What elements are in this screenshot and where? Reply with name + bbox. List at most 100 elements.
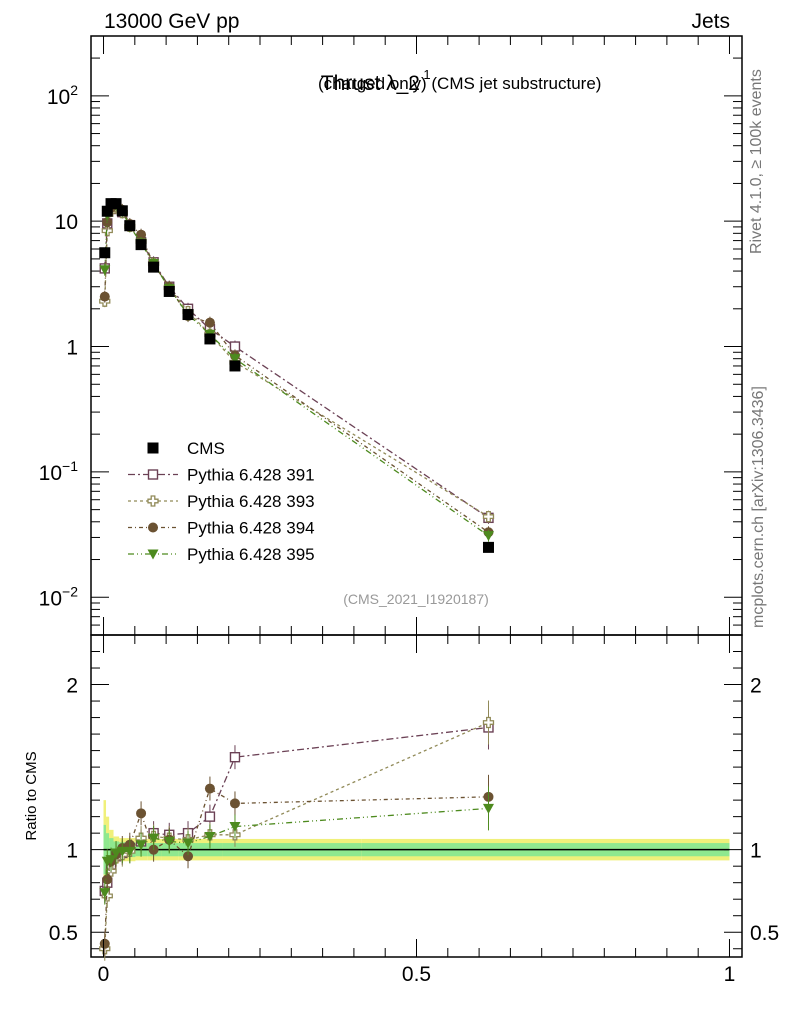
- ratio-point-p395: [135, 840, 147, 851]
- cms-uncertainty-band: [103, 800, 730, 900]
- main-y-tick-base: 10: [47, 86, 70, 109]
- mcplots-reference-label: mcplots.cern.ch [arXiv:1306.3436]: [750, 386, 767, 628]
- point-cms: [163, 285, 175, 297]
- ratio-series-p393: [99, 700, 495, 961]
- ratio-line-p394: [104, 787, 489, 944]
- point-p394: [136, 229, 147, 240]
- point-cms: [101, 205, 113, 217]
- legend-marker-p391: [147, 469, 159, 480]
- ratio-point-p394: [102, 874, 113, 885]
- main-y-tick-exponent: −1: [62, 458, 78, 474]
- main-y-tick-label: 10−1: [39, 458, 79, 485]
- ratio-y-axis: 0.5 0.5 1 1 2 2: [49, 651, 779, 950]
- legend-marker-cms: [147, 442, 159, 454]
- plot-title-main: Thrust λ_2: [321, 72, 420, 95]
- plot-title-superscript: 1: [423, 67, 430, 82]
- ratio-point-p395: [105, 855, 117, 866]
- plot-title-suffix: (charged only) (CMS jet substructure): [318, 74, 601, 93]
- ratio-point-p395: [148, 833, 160, 844]
- legend-marker-p394: [148, 522, 158, 533]
- ratio-point-p395: [482, 803, 494, 814]
- main-series-group: [99, 198, 495, 553]
- energy-label: 13000 GeV pp: [104, 10, 239, 33]
- legend-marker-p393: [147, 495, 159, 507]
- ratio-point-p395: [204, 831, 216, 842]
- x-tick-label: 0.5: [402, 963, 431, 986]
- point-p395: [482, 531, 494, 542]
- point-cms: [482, 541, 494, 553]
- legend-label-cms: CMS: [187, 439, 225, 458]
- ratio-frame: [90, 634, 743, 958]
- point-cms: [148, 261, 160, 273]
- point-p395: [229, 354, 241, 365]
- ratio-point-p393: [482, 716, 495, 729]
- ratio-point-p391: [229, 751, 241, 763]
- point-cms: [204, 333, 216, 345]
- ratio-point-p391: [204, 811, 216, 822]
- ratio-point-p394: [136, 808, 147, 819]
- ratio-point-p394: [204, 783, 215, 794]
- x-tick-label: 0: [98, 963, 110, 986]
- legend-marker-p395: [147, 549, 159, 560]
- x-tick-label: 1: [724, 963, 736, 986]
- ratio-series-p394: [99, 774, 494, 956]
- point-cms: [116, 205, 128, 217]
- main-panel: Thrust λ_2 1 (charged only) (CMS jet sub…: [39, 35, 743, 636]
- main-y-tick-base: 10: [39, 462, 62, 485]
- point-cms: [229, 360, 241, 372]
- ratio-y-tick-label-right: 2: [750, 675, 762, 698]
- rivet-version-label: Rivet 4.1.0, ≥ 100k events: [748, 69, 765, 254]
- main-y-tick-exponent: 2: [70, 82, 78, 98]
- analysis-id-label: (CMS_2021_I1920187): [343, 591, 489, 607]
- legend-label-p391: Pythia 6.428 391: [187, 466, 315, 485]
- series-cms: [99, 198, 494, 553]
- process-label: Jets: [691, 10, 730, 33]
- point-p394: [204, 317, 215, 328]
- ratio-y-tick-label-right: 1: [750, 840, 762, 863]
- ratio-series-p391: [99, 705, 494, 903]
- series-line-p395: [104, 204, 489, 537]
- x-axis: 0 0.5 1: [98, 36, 736, 986]
- ratio-point-p394: [229, 798, 240, 809]
- main-y-tick-label: 102: [47, 82, 78, 109]
- ratio-point-p395: [229, 822, 241, 833]
- point-p395: [99, 265, 111, 276]
- ratio-y-tick-label-right: 0.5: [750, 922, 779, 945]
- ratio-point-p395: [163, 836, 175, 847]
- main-y-tick-label: 1: [66, 337, 78, 360]
- ratio-y-tick-label-left: 0.5: [49, 922, 78, 945]
- series-p394: [99, 198, 494, 539]
- point-cms: [99, 247, 111, 259]
- point-p393: [482, 510, 495, 523]
- ratio-point-p395: [124, 846, 136, 857]
- main-y-tick-label: 10−2: [39, 583, 79, 610]
- main-y-tick-base: 10: [55, 211, 78, 234]
- point-cms: [110, 198, 122, 210]
- ratio-point-p395: [116, 846, 128, 857]
- ratio-line-p391: [104, 726, 489, 892]
- legend-label-p395: Pythia 6.428 395: [187, 545, 315, 564]
- ratio-point-p395: [110, 848, 122, 859]
- legend-label-p394: Pythia 6.428 394: [187, 519, 315, 538]
- main-y-tick-exponent: −2: [62, 583, 78, 599]
- main-y-tick-label: 10: [55, 211, 78, 234]
- point-cms: [124, 220, 136, 232]
- ratio-line-p393: [104, 721, 489, 949]
- ratio-series-p395: [99, 786, 494, 905]
- ratio-panel: Ratio to CMS 0.5 0.5 1 1 2 2: [23, 634, 779, 961]
- legend: CMS Pythia 6.428 391 Pythia 6.428 393 Pythi…: [128, 439, 315, 564]
- point-cms: [182, 309, 194, 321]
- ratio-y-tick-label-left: 2: [66, 675, 78, 698]
- ratio-point-p395: [182, 838, 194, 849]
- legend-label-p393: Pythia 6.428 393: [187, 492, 315, 511]
- main-y-tick-base: 10: [39, 587, 62, 610]
- point-cms: [135, 239, 147, 251]
- ratio-point-p395: [99, 888, 111, 899]
- ratio-y-tick-label-left: 1: [66, 840, 78, 863]
- ratio-series-group: [99, 700, 495, 961]
- ratio-point-p394: [99, 938, 110, 949]
- main-y-tick-base: 1: [66, 337, 78, 360]
- ratio-point-p394: [183, 851, 194, 862]
